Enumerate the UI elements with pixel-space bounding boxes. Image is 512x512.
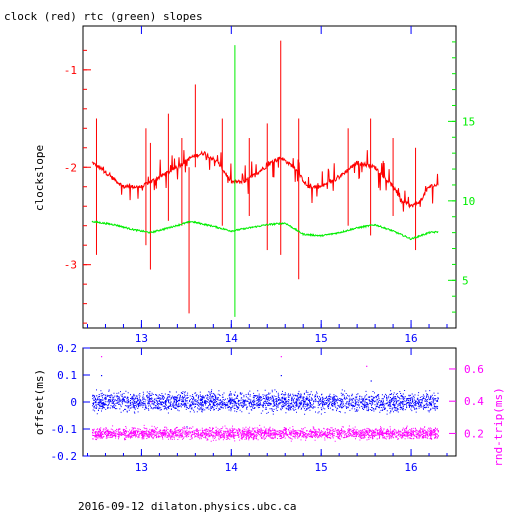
series-line-clock xyxy=(91,150,439,212)
scatter-outlier-offset xyxy=(100,375,103,377)
bottom-y2-tick-label: 0.2 xyxy=(464,427,484,440)
top-y-tick-label: -2 xyxy=(64,161,77,174)
top-y2-tick-label: 15 xyxy=(462,115,475,128)
top-x-tick-label: 16 xyxy=(404,332,417,345)
bottom-y-tick-label: 0.1 xyxy=(57,369,77,382)
bottom-y-axis-label: offset(ms) xyxy=(33,369,46,435)
scatter-points-rnd-trip xyxy=(92,424,439,442)
bottom-y-tick-label: 0 xyxy=(70,396,77,409)
scatter-points-offset xyxy=(92,389,439,415)
top-y2-tick-label: 5 xyxy=(462,274,469,287)
top-x-tick-label: 13 xyxy=(135,332,148,345)
top-plot-marks xyxy=(91,40,439,317)
scatter-outlier-rnd-trip xyxy=(100,356,103,358)
top-y-tick-label: -1 xyxy=(64,64,77,77)
bottom-y-tick-label: -0.2 xyxy=(51,450,78,463)
scatter-outlier-offset xyxy=(280,375,282,377)
scatter-outlier-offset xyxy=(186,426,188,428)
bottom-x-tick-label: 13 xyxy=(135,461,148,474)
bottom-x-tick-label: 14 xyxy=(225,461,239,474)
bottom-x-tick-label: 16 xyxy=(404,461,417,474)
top-y2-tick-label: 10 xyxy=(462,195,475,208)
bottom-x-tick-label: 15 xyxy=(315,461,328,474)
bottom-y2-axis-label: rnd-trip(ms) xyxy=(492,387,505,466)
bottom-plot-axes: 13 14 15 16 0.2 0.1 0 -0.1 -0.2 0.6 0.4 0.2 xyxy=(51,342,485,474)
top-x-tick-label: 14 xyxy=(225,332,239,345)
series-line-rtc xyxy=(91,220,439,241)
bottom-plot-marks xyxy=(92,356,439,442)
top-x-tick-label: 15 xyxy=(315,332,328,345)
scatter-outlier-rnd-trip xyxy=(280,356,282,358)
scatter-outlier-offset xyxy=(370,380,372,382)
top-plot-axes: 13 14 15 16 -1 -2 -3 5 10 15 xyxy=(64,26,475,345)
scatter-outlier-rnd-trip xyxy=(150,401,152,403)
top-plot-frame xyxy=(82,25,457,329)
bottom-y2-tick-label: 0.4 xyxy=(464,395,484,408)
top-y-tick-label: -3 xyxy=(64,259,77,272)
bottom-y-tick-label: 0.2 xyxy=(57,342,77,355)
footer-text: 2016-09-12 dilaton.physics.ubc.ca xyxy=(78,500,297,512)
chart-title: clock (red) rtc (green) slopes xyxy=(4,10,203,23)
scatter-outlier-rnd-trip xyxy=(366,365,368,367)
top-y-axis-label: clockslope xyxy=(33,145,46,211)
bottom-y2-tick-label: 0.6 xyxy=(464,363,484,376)
bottom-y-tick-label: -0.1 xyxy=(51,423,78,436)
